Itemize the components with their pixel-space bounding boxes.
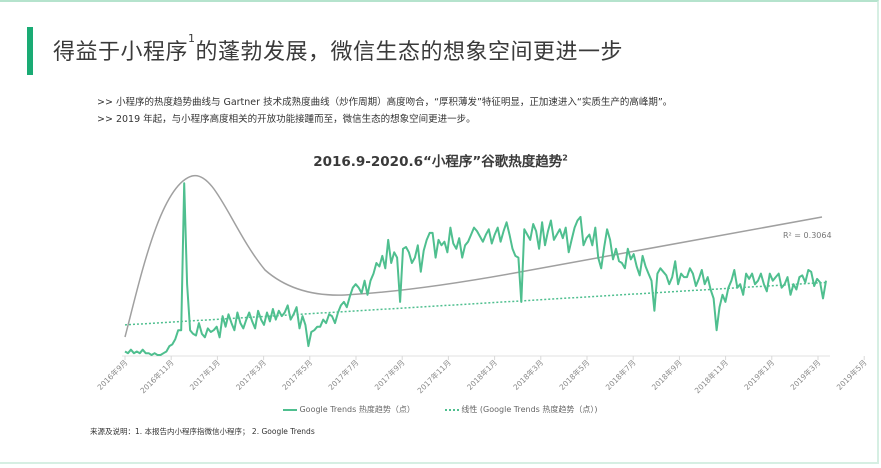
legend-dotted-swatch — [445, 408, 460, 411]
page-title: 得益于小程序1的蓬勃发展，微信生态的想象空间更进一步 — [53, 32, 624, 66]
chart-legend: Google Trends 热度趋势（点） 线性 (Google Trends … — [0, 404, 881, 415]
page-title-part2: 的蓬勃发展，微信生态的想象空间更进一步 — [195, 40, 624, 65]
x-tick-label: 2017年3月 — [233, 357, 268, 392]
title-accent-bar — [27, 27, 33, 75]
x-tick-label: 2017年5月 — [280, 357, 315, 392]
x-tick-label: 2017年11月 — [415, 357, 453, 395]
x-tick-label: 2018年11月 — [692, 357, 730, 395]
legend-trend-label: 线性 (Google Trends 热度趋势（点）) — [461, 405, 598, 414]
x-tick-label: 2019年5月 — [834, 357, 869, 392]
legend-item-series: Google Trends 热度趋势（点） — [283, 404, 415, 415]
bullet-list: >> 小程序的热度趋势曲线与 Gartner 技术成熟度曲线（炒作周期）高度吻合… — [97, 94, 672, 128]
chart-title-footnote: 2 — [562, 153, 568, 163]
google-trends-series — [124, 182, 827, 356]
x-tick-label: 2019年3月 — [788, 357, 823, 392]
x-axis-ticks: 2016年9月 2016年11月 2017年1月 2017年3月 2017年5月 2017… — [95, 356, 881, 395]
chart-title: 2016.9-2020.6“小程序”谷歌热度趋势2 — [0, 150, 881, 171]
title-footnote-marker: 1 — [188, 32, 196, 45]
hype-curve — [124, 175, 823, 338]
x-tick-label: 2017年9月 — [372, 357, 407, 392]
chart-title-text: 2016.9-2020.6“小程序”谷歌热度趋势 — [313, 154, 563, 170]
x-tick-label: 2018年1月 — [464, 357, 499, 392]
bullet-2: >> 2019 年起，与小程序高度相关的开放功能接踵而至，微信生态的想象空间更进… — [97, 114, 476, 125]
x-tick-label: 2018年7月 — [603, 357, 638, 392]
x-tick-label: 2017年1月 — [187, 357, 222, 392]
bullet-1: >> 小程序的热度趋势曲线与 Gartner 技术成熟度曲线（炒作周期）高度吻合… — [97, 97, 673, 108]
source-note: 来源及说明：1. 本报告内小程序指微信小程序； 2. Google Trends — [90, 427, 315, 436]
x-tick-label: 2018年5月 — [557, 357, 592, 392]
r-squared-label: R² = 0.3064 — [783, 231, 832, 240]
page-title-part1: 得益于小程序 — [53, 40, 189, 65]
linear-trendline — [124, 281, 827, 326]
x-tick-label: 2016年9月 — [95, 357, 130, 392]
x-tick-label: 2018年9月 — [649, 357, 684, 392]
legend-solid-swatch — [283, 408, 298, 411]
x-tick-label: 2018年3月 — [511, 357, 546, 392]
x-tick-label: 2017年7月 — [326, 357, 361, 392]
legend-series-label: Google Trends 热度趋势（点） — [299, 405, 415, 414]
x-tick-label: 2019年1月 — [742, 357, 777, 392]
legend-item-trend: 线性 (Google Trends 热度趋势（点）) — [445, 404, 598, 415]
x-tick-label: 2016年11月 — [138, 357, 176, 395]
